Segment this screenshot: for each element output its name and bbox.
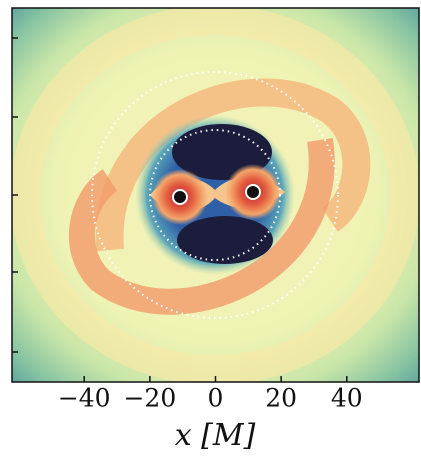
y-ticks <box>12 37 18 353</box>
x-tick-label: −40 <box>58 384 111 413</box>
x-tick-label: −20 <box>123 384 176 413</box>
x-tick-label: 40 <box>331 384 363 413</box>
field <box>12 8 419 382</box>
x-tick-label: 0 <box>208 384 224 413</box>
x-tick-label: 20 <box>265 384 297 413</box>
x-axis-label: x [M] <box>175 418 256 453</box>
